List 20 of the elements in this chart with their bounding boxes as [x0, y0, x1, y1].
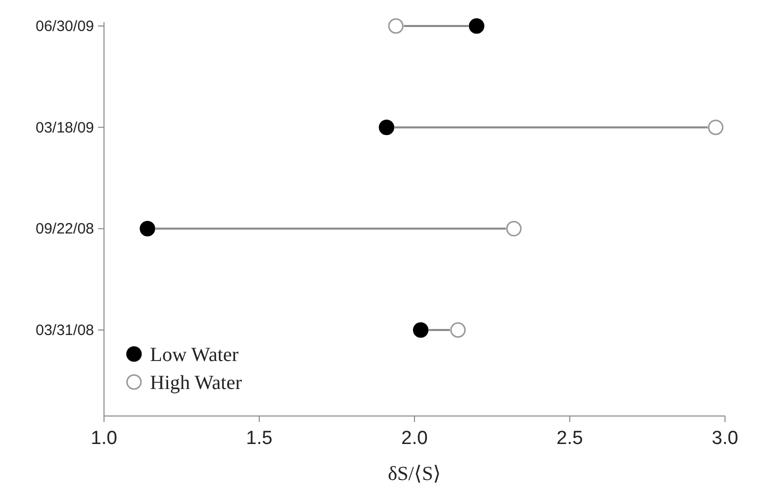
- y-tick-label: 06/30/09: [36, 18, 94, 35]
- point: [388, 18, 404, 34]
- point: [708, 120, 724, 136]
- x-tick-label: 1.5: [246, 428, 272, 449]
- x-tick-label: 1.0: [90, 428, 118, 449]
- x-tick-label: 2.0: [401, 428, 428, 449]
- x-tick-label: 2.5: [556, 428, 583, 449]
- point: [412, 322, 428, 338]
- y-tick-label: 09/22/08: [36, 220, 94, 238]
- point: [506, 220, 522, 236]
- point: [378, 120, 394, 136]
- x-axis-title: δS/⟨S⟩: [388, 463, 442, 485]
- point: [468, 18, 484, 34]
- legend-label: Low Water: [150, 344, 239, 366]
- y-tick-label: 03/31/08: [36, 322, 94, 339]
- y-tick-label: 03/18/09: [36, 119, 94, 136]
- point: [450, 322, 466, 338]
- x-tick-label: 3.0: [712, 428, 738, 449]
- point: [140, 220, 156, 236]
- legend-label: High Water: [150, 372, 242, 394]
